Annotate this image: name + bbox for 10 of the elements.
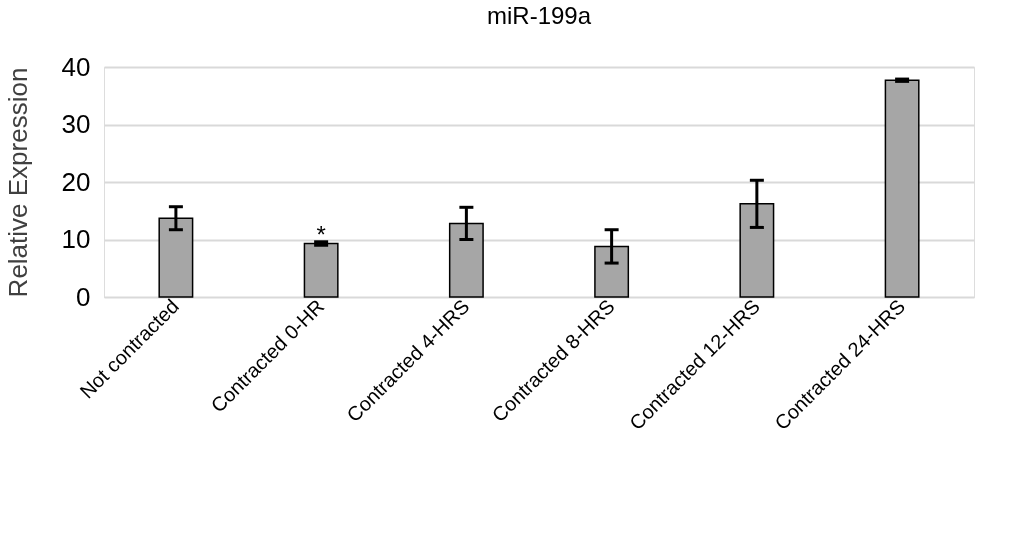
y-tick-label: 40 — [61, 51, 91, 82]
y-tick-label: 10 — [61, 224, 91, 254]
chart-title: miR-199a — [486, 2, 592, 29]
bar — [303, 242, 339, 298]
y-tick-label: 20 — [61, 166, 91, 197]
y-axis-title: Relative Expression — [2, 67, 33, 298]
y-tick-label: 0 — [76, 281, 91, 312]
bar — [884, 79, 920, 298]
y-tick-label: 30 — [61, 109, 91, 139]
annotation: * — [316, 220, 326, 248]
